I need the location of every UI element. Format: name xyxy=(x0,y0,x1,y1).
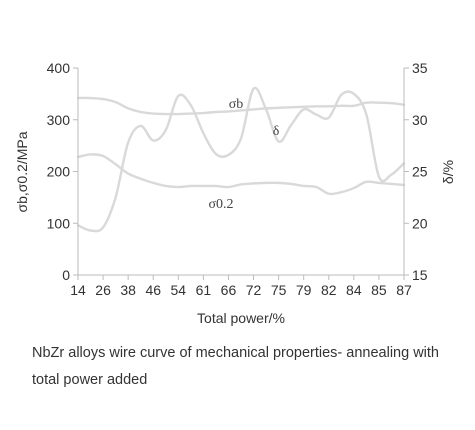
chart: 14 26 38 46 54 61 66 72 75 79 82 84 85 87 0 100 200 300 40… xyxy=(14,60,456,326)
x-tick-label: 54 xyxy=(171,282,187,298)
right-y-tick-label: 30 xyxy=(412,112,428,128)
chart-svg: 14 26 38 46 54 61 66 72 75 79 82 84 85 87 0 100 200 300 40… xyxy=(14,60,456,326)
series-label-sigma-b: σb xyxy=(229,97,244,112)
label-layer: Total power/% σb,σ0.2/MPa δ/% σb σ0.2 δ xyxy=(14,97,456,326)
x-tick-label: 79 xyxy=(296,282,312,298)
series-line-sigma-02 xyxy=(76,153,406,196)
series-line-sigma-b xyxy=(76,96,406,116)
left-y-axis-title: σb,σ0.2/MPa xyxy=(14,131,30,212)
series-label-sigma-02: σ0.2 xyxy=(208,197,233,212)
x-tick-label: 84 xyxy=(346,282,362,298)
x-tick-label: 72 xyxy=(246,282,262,298)
right-y-tick-label: 20 xyxy=(412,215,428,231)
right-y-axis-title: δ/% xyxy=(440,160,456,184)
left-y-tick-label: 0 xyxy=(62,267,70,283)
x-tick-label: 82 xyxy=(321,282,337,298)
x-tick-label: 46 xyxy=(145,282,161,298)
x-tick-label: 75 xyxy=(271,282,287,298)
x-axis-title: Total power/% xyxy=(197,310,285,326)
right-y-tick-label: 15 xyxy=(412,267,428,283)
x-tick-label: 38 xyxy=(120,282,136,298)
tick-layer: 14 26 38 46 54 61 66 72 75 79 82 84 85 87 0 100 200 300 40… xyxy=(47,60,428,298)
x-tick-label: 66 xyxy=(221,282,237,298)
figure-caption: NbZr alloys wire curve of mechanical pro… xyxy=(32,345,439,388)
right-y-tick-label: 35 xyxy=(412,60,428,76)
x-tick-label: 87 xyxy=(396,282,412,298)
x-tick-label: 14 xyxy=(70,282,86,298)
left-y-tick-label: 100 xyxy=(47,215,71,231)
left-y-tick-label: 400 xyxy=(47,60,71,76)
series-layer xyxy=(76,86,406,233)
x-tick-label: 85 xyxy=(371,282,387,298)
series-line-delta xyxy=(76,86,406,233)
right-y-tick-label: 25 xyxy=(412,164,428,180)
x-tick-label: 61 xyxy=(196,282,212,298)
left-y-tick-label: 200 xyxy=(47,164,71,180)
series-label-delta: δ xyxy=(273,124,280,139)
x-tick-label: 26 xyxy=(95,282,111,298)
left-y-tick-label: 300 xyxy=(47,112,71,128)
